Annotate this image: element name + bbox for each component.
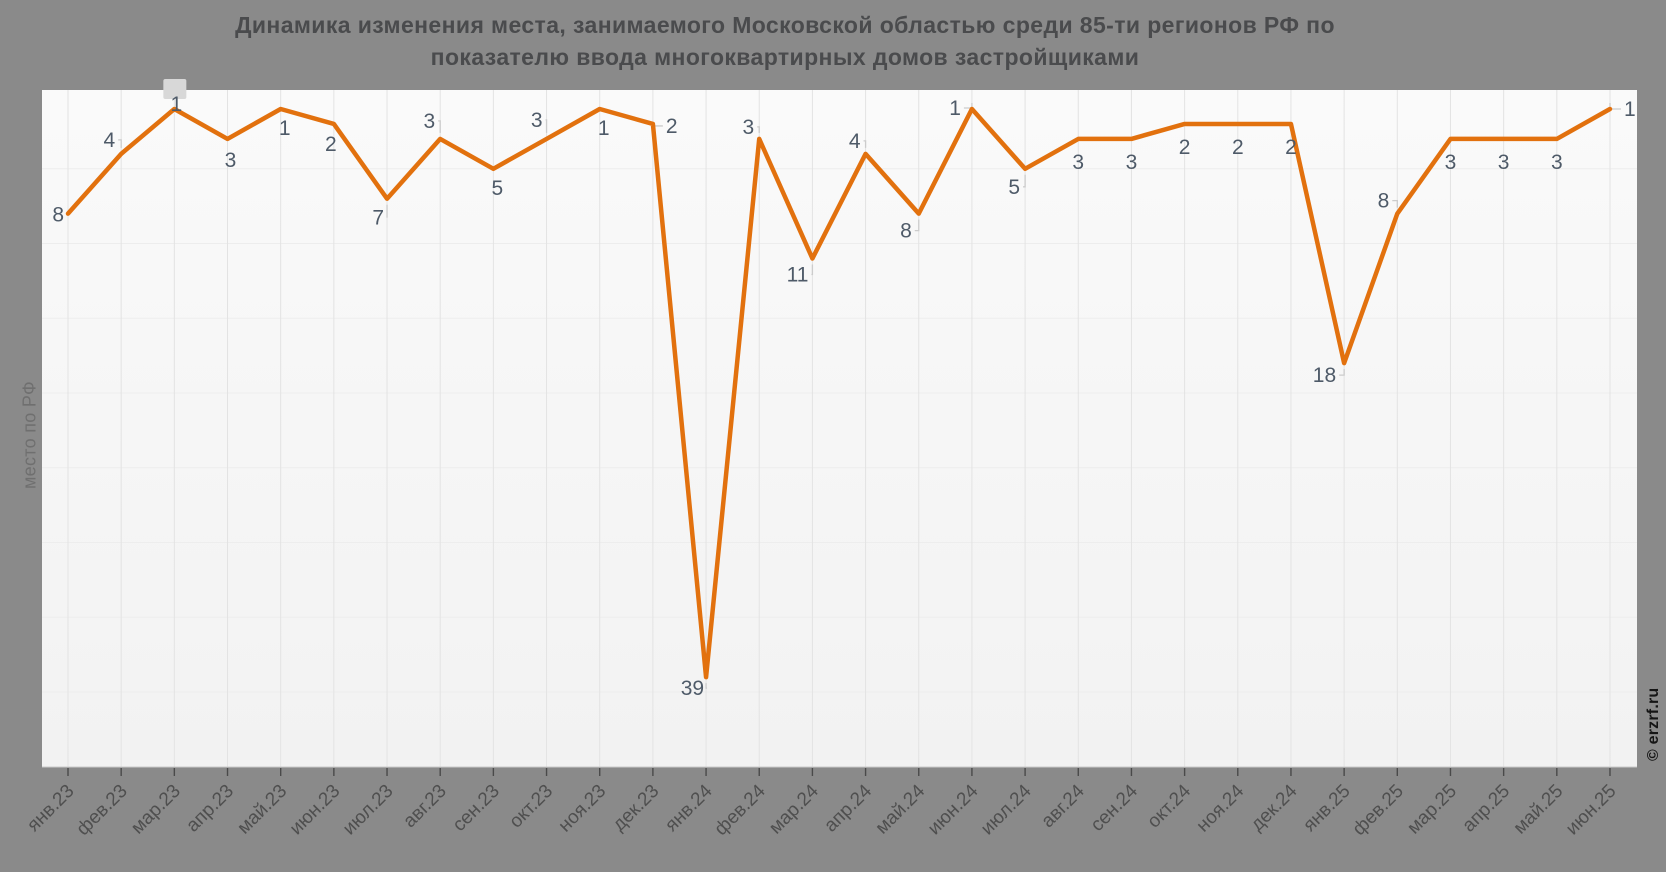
point-label: 4	[849, 130, 861, 153]
x-axis-label: май.24	[872, 780, 930, 838]
y-axis-title: место по РФ	[19, 381, 40, 489]
point-label: 7	[372, 207, 384, 230]
x-axis-label: дек.23	[609, 781, 664, 836]
chart-title-line1: Динамика изменения места, занимаемого Мо…	[235, 12, 1335, 38]
point-label: 3	[1126, 151, 1138, 174]
point-label: 2	[325, 133, 337, 156]
x-axis-label: фев.25	[1349, 781, 1408, 840]
x-axis-ticks	[67, 768, 1611, 776]
point-label: 3	[1445, 151, 1457, 174]
point-label: 2	[1179, 136, 1191, 159]
x-axis-label: мар.25	[1403, 781, 1461, 839]
point-label: 3	[1551, 151, 1563, 174]
point-label: 4	[103, 129, 115, 152]
point-label: 39	[681, 677, 704, 700]
x-axis-label: апр.23	[182, 781, 238, 837]
v-gridlines	[67, 90, 1611, 767]
point-label: 3	[1498, 151, 1510, 174]
x-axis-label: ноя.23	[555, 781, 611, 837]
point-label: 8	[52, 204, 64, 227]
label-connector	[118, 139, 122, 148]
point-label: 5	[1008, 176, 1020, 199]
x-axis-label: сен.23	[449, 781, 504, 836]
point-label: 3	[531, 109, 543, 132]
x-axis-labels: янв.23фев.23мар.23апр.23май.23июн.23июл.…	[23, 780, 1620, 840]
h-gridlines	[42, 168, 1637, 693]
x-axis-label: янв.25	[1299, 781, 1354, 836]
x-axis-label: окт.23	[505, 781, 557, 833]
x-axis-label: янв.24	[661, 780, 717, 836]
x-axis-label: май.25	[1510, 781, 1568, 839]
x-axis-label: май.23	[233, 781, 291, 839]
point-labels: 8 4 1 3 1 2 7 3 5 3 1 2 39 3 11 4 8 1 5 3 3 2 2 2 18 8 3 3 3 1	[52, 93, 1635, 700]
x-axis-label: авг.23	[399, 781, 450, 832]
x-axis-label: фев.23	[73, 781, 132, 840]
label-connector	[1392, 200, 1398, 208]
x-axis-label: апр.25	[1458, 781, 1514, 837]
x-axis-label: фев.24	[711, 780, 770, 839]
point-label: 3	[225, 149, 237, 172]
series-line	[65, 106, 1613, 680]
label-connector	[438, 120, 441, 133]
watermark-erzrf: © erzrf.ru	[1645, 687, 1662, 761]
label-connector	[1023, 174, 1026, 188]
chart-title: Динамика изменения места, занимаемого Мо…	[0, 9, 1570, 73]
chart-title-line2: показателю ввода многоквартирных домов з…	[430, 44, 1140, 70]
point-label: 3	[424, 110, 436, 133]
point-label: 8	[900, 220, 912, 243]
label-connector	[914, 219, 920, 232]
point-label: 1	[171, 93, 183, 116]
label-connector	[811, 264, 814, 276]
point-label: 1	[279, 117, 291, 140]
point-label: 18	[1313, 364, 1336, 387]
point-label: 2	[1285, 136, 1297, 159]
x-axis-label: ноя.24	[1193, 780, 1249, 836]
x-axis-label: апр.24	[820, 780, 876, 836]
x-axis-label: июн.24	[924, 780, 983, 839]
point-label: 1	[598, 117, 610, 140]
x-axis-label: июн.23	[286, 781, 345, 840]
point-label: 1	[1624, 98, 1636, 121]
point-label: 5	[492, 177, 504, 200]
point-label: 3	[743, 116, 755, 139]
point-label: 8	[1378, 190, 1390, 213]
x-axis-label: окт.24	[1143, 780, 1195, 832]
x-axis-label: мар.23	[127, 781, 185, 839]
x-axis-label: июл.24	[977, 780, 1036, 839]
label-highlight-box	[163, 79, 187, 99]
label-connector	[757, 126, 760, 133]
label-connector	[545, 119, 548, 133]
label-connector	[1339, 369, 1345, 376]
x-axis-label: авг.24	[1037, 780, 1089, 832]
point-label: 3	[1072, 151, 1084, 174]
label-connector	[863, 140, 867, 148]
point-label: 1	[949, 97, 961, 120]
x-axis-label: сен.24	[1087, 780, 1142, 835]
x-axis-label: янв.23	[23, 781, 78, 836]
x-axis-label: мар.24	[765, 780, 823, 838]
x-axis-label: июл.23	[339, 781, 398, 840]
point-label: 11	[787, 264, 809, 287]
x-axis-label: дек.24	[1247, 780, 1302, 835]
point-label: 2	[1232, 136, 1244, 159]
point-label: 2	[666, 115, 678, 138]
x-axis-label: июн.25	[1562, 781, 1621, 840]
label-connector	[705, 683, 708, 689]
